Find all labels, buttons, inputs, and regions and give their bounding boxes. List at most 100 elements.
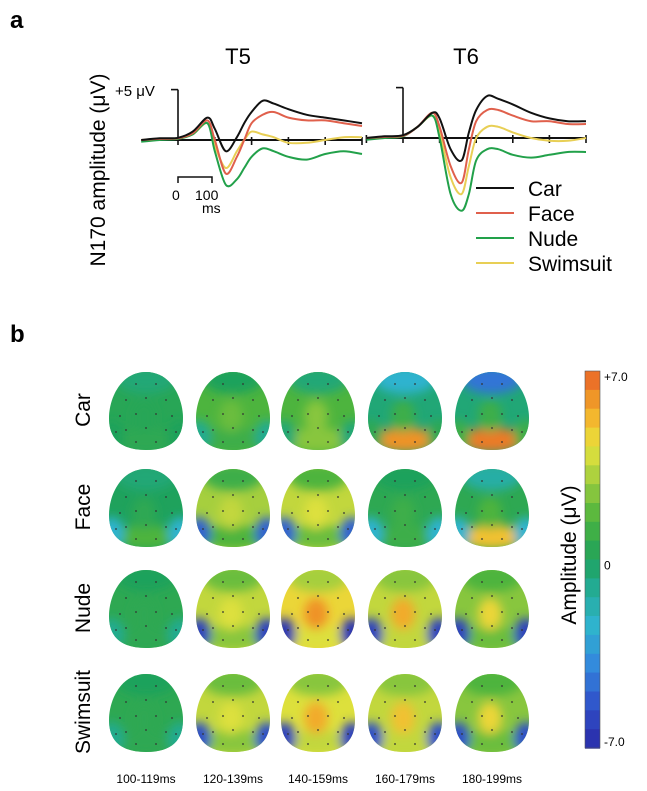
panel-a-ylabel: N170 amplitude (μV) <box>87 73 110 266</box>
electrode-dot <box>394 685 396 687</box>
electrode-dot <box>287 629 289 631</box>
electrode-dot <box>511 701 513 703</box>
electrode-dot <box>501 383 503 385</box>
electrode-dot <box>212 496 214 498</box>
row-label-nude: Nude <box>72 583 95 633</box>
electrode-dot <box>165 627 167 629</box>
electrode-dot <box>287 528 289 530</box>
topomap-frontal-region <box>116 570 176 592</box>
legend-label-nude: Nude <box>528 228 578 251</box>
electrode-dot <box>491 524 493 526</box>
electrode-dot <box>337 399 339 401</box>
electrode-dot <box>165 429 167 431</box>
electrode-dot <box>202 629 204 631</box>
electrode-dot <box>222 611 224 613</box>
electrode-dot <box>481 480 483 482</box>
electrode-dot <box>394 639 396 641</box>
colorbar-segment <box>585 597 600 617</box>
electrode-dot <box>491 625 493 627</box>
electrode-dot <box>135 581 137 583</box>
electrode-dot <box>171 613 173 615</box>
electrode-dot <box>384 701 386 703</box>
electrode-dot <box>471 429 473 431</box>
electrode-dot <box>125 429 127 431</box>
electrode-dot <box>135 685 137 687</box>
electrode-dot <box>501 581 503 583</box>
topomap-swimsuit-2 <box>281 674 355 752</box>
colorbar-tick-1: 0 <box>604 559 611 573</box>
topomap-nude-4 <box>455 570 529 648</box>
electrode-dot <box>374 528 376 530</box>
electrode-dot <box>327 715 329 717</box>
electrode-dot <box>471 399 473 401</box>
electrode-dot <box>252 399 254 401</box>
colorbar-segment <box>585 484 600 504</box>
electrode-dot <box>347 431 349 433</box>
topomap-right-lateral-region <box>514 420 529 450</box>
electrode-dot <box>384 597 386 599</box>
colorbar-label: Amplitude (μV) <box>558 485 581 624</box>
topomap-left-lateral-region <box>368 517 383 547</box>
topomap-posterior-region <box>284 428 352 450</box>
electrode-dot <box>297 627 299 629</box>
electrode-dot <box>461 528 463 530</box>
t6-plot <box>365 86 587 212</box>
electrode-dot <box>232 699 234 701</box>
electrode-dot <box>252 731 254 733</box>
topomap-posterior-region <box>284 730 352 752</box>
topomap-posterior-region <box>284 626 352 648</box>
colorbar-segment <box>585 578 600 598</box>
electrode-dot <box>252 526 254 528</box>
electrode-dot <box>262 528 264 530</box>
electrode-dot <box>511 597 513 599</box>
electrode-dot <box>291 415 293 417</box>
electrode-dot <box>119 415 121 417</box>
topomap-posterior-region <box>112 730 180 752</box>
electrode-dot <box>206 717 208 719</box>
column-label-2: 140-159ms <box>288 772 348 786</box>
electrode-dot <box>165 731 167 733</box>
topomap-right-lateral-region <box>340 722 355 752</box>
row-label-car: Car <box>72 393 95 427</box>
topomap-left-lateral-region <box>109 517 124 547</box>
topomap-focus-region <box>219 497 243 529</box>
electrode-dot <box>135 715 137 717</box>
electrode-dot <box>222 581 224 583</box>
topomap-frontal-region <box>375 469 435 491</box>
electrode-dot <box>252 496 254 498</box>
electrode-dot <box>115 733 117 735</box>
electrode-dot <box>384 429 386 431</box>
topomap-face-3 <box>368 469 442 547</box>
electrode-dot <box>394 383 396 385</box>
electrode-dot <box>307 581 309 583</box>
electrode-dot <box>394 510 396 512</box>
electrode-dot <box>501 480 503 482</box>
topomap-car-3 <box>368 372 442 450</box>
topomap-left-lateral-region <box>455 420 470 450</box>
electrode-dot <box>414 639 416 641</box>
topomap-nude-3 <box>368 570 442 648</box>
electrode-dot <box>347 733 349 735</box>
topomap-frontal-region <box>203 372 263 394</box>
electrode-dot <box>501 639 503 641</box>
electrode-dot <box>307 383 309 385</box>
electrode-dot <box>501 441 503 443</box>
electrode-dot <box>317 427 319 429</box>
electrode-dot <box>258 717 260 719</box>
electrode-dot <box>212 597 214 599</box>
electrode-dot <box>430 613 432 615</box>
electrode-dot <box>414 581 416 583</box>
electrode-dot <box>307 510 309 512</box>
electrode-dot <box>125 701 127 703</box>
electrode-dot <box>155 581 157 583</box>
electrode-dot <box>165 701 167 703</box>
electrode-dot <box>307 639 309 641</box>
electrode-dot <box>327 685 329 687</box>
electrode-dot <box>212 627 214 629</box>
topomap-left-lateral-region <box>281 618 296 648</box>
colorbar-segment <box>585 427 600 448</box>
electrode-dot <box>242 383 244 385</box>
electrode-dot <box>212 731 214 733</box>
electrode-dot <box>404 699 406 701</box>
topomap-posterior-region <box>199 626 267 648</box>
